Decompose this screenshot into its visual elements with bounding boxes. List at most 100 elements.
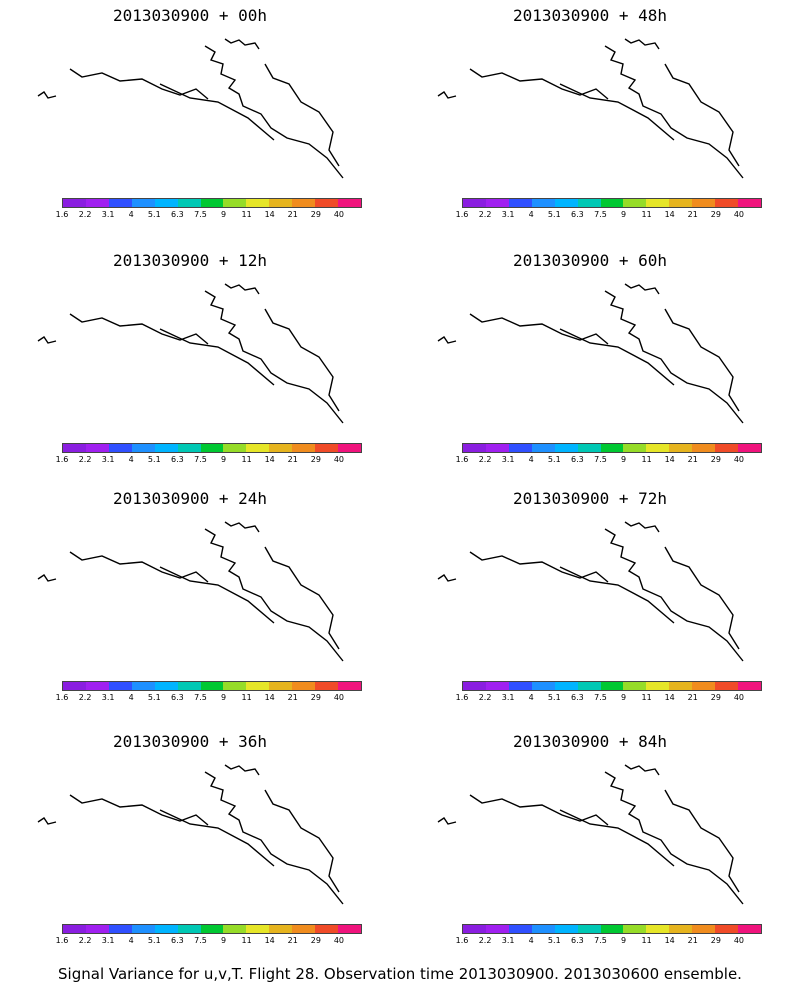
colorbar-swatch	[646, 199, 670, 207]
colorbar-swatch	[315, 682, 339, 690]
map-00h	[37, 38, 344, 179]
colorbar-label: 9	[620, 210, 627, 219]
colorbar-swatch	[338, 682, 361, 690]
colorbar-label: 11	[241, 210, 252, 219]
colorbar-swatch	[577, 199, 601, 207]
colorbar-swatch	[531, 925, 555, 933]
colorbar-swatch	[154, 199, 178, 207]
colorbar-label: 3.1	[501, 936, 515, 945]
variance-field	[410, 507, 790, 682]
colorbar-labels: 1.6 2.2 3.1 4 5.1 6.3 7.5 9 11 14 21 29 40	[456, 455, 762, 467]
colorbar-label: 5.1	[547, 455, 561, 464]
colorbar-swatch	[577, 444, 601, 452]
colorbar-swatch	[292, 444, 316, 452]
panel-84h: 2013030900 + 84h 1.6 2.2 3.1 4 5.1 6.3 7.5 9 11 1…	[400, 726, 800, 971]
colorbar-label: 7.5	[194, 210, 207, 219]
colorbar-swatch	[108, 444, 132, 452]
colorbar-label: 7.5	[194, 455, 207, 464]
colorbar-swatch	[715, 199, 739, 207]
colorbar-label: 21	[287, 693, 298, 702]
colorbar-label: 14	[664, 936, 675, 945]
colorbar	[462, 443, 762, 453]
colorbar-label: 9	[620, 936, 627, 945]
colorbar-swatch	[108, 682, 132, 690]
colorbar-swatch	[692, 199, 716, 207]
coastline	[37, 521, 344, 662]
colorbar-label: 6.3	[571, 210, 584, 219]
map-12h	[10, 269, 390, 444]
colorbar-label: 9	[220, 455, 227, 464]
colorbar-label: 40	[333, 455, 345, 464]
colorbar-swatch	[246, 199, 270, 207]
colorbar-swatch	[554, 444, 578, 452]
colorbar-label: 4	[128, 455, 134, 464]
colorbar-swatch	[315, 444, 339, 452]
colorbar-swatch	[623, 682, 647, 690]
colorbar-label: 29	[710, 455, 721, 464]
colorbar-swatch	[600, 682, 624, 690]
colorbar-swatch	[315, 199, 339, 207]
colorbar-label: 14	[664, 210, 675, 219]
colorbar-swatch	[269, 444, 293, 452]
colorbar-swatch	[646, 444, 670, 452]
colorbar-label: 29	[710, 693, 721, 702]
colorbar-label: 4	[128, 210, 134, 219]
colorbar-label: 9	[220, 936, 227, 945]
map-84h	[437, 764, 744, 905]
colorbar-swatch	[485, 682, 509, 690]
colorbar-label: 40	[733, 455, 745, 464]
colorbar	[62, 198, 362, 208]
colorbar-swatch	[669, 682, 693, 690]
colorbar-swatch	[692, 925, 716, 933]
colorbar-label: 3.1	[101, 455, 115, 464]
colorbar-label: 7.5	[594, 210, 607, 219]
colorbar-swatch	[738, 682, 761, 690]
colorbar-label: 3.1	[101, 210, 115, 219]
colorbar-labels: 1.6 2.2 3.1 4 5.1 6.3 7.5 9 11 14 21 29 40	[456, 936, 762, 948]
colorbar-swatch	[246, 925, 270, 933]
colorbar-swatch	[200, 199, 224, 207]
colorbar-swatch	[463, 199, 486, 207]
map-72h	[410, 507, 790, 682]
colorbar-label: 1.6	[55, 693, 69, 702]
colorbar-swatch	[223, 199, 247, 207]
colorbar-label: 4	[128, 936, 134, 945]
colorbar-swatch	[131, 682, 155, 690]
colorbar-label: 4	[528, 210, 534, 219]
colorbar-label: 2.2	[478, 210, 492, 219]
colorbar-swatch	[131, 925, 155, 933]
colorbar-label: 7.5	[594, 936, 607, 945]
colorbar-label: 3.1	[501, 693, 515, 702]
colorbar-swatch	[292, 682, 316, 690]
panel-title: 2013030900 + 36h	[112, 732, 268, 751]
colorbar-swatch	[463, 925, 486, 933]
colorbar	[62, 924, 362, 934]
colorbar-swatch	[177, 444, 201, 452]
colorbar-swatch	[63, 925, 86, 933]
colorbar-label: 5.1	[147, 693, 161, 702]
colorbar-label: 11	[241, 936, 252, 945]
colorbar-swatch	[338, 925, 361, 933]
colorbar-swatch	[177, 682, 201, 690]
colorbar-swatch	[338, 199, 361, 207]
colorbar-swatch	[63, 682, 86, 690]
colorbar-swatch	[246, 444, 270, 452]
colorbar-label: 21	[287, 936, 298, 945]
colorbar	[62, 443, 362, 453]
colorbar-label: 21	[687, 455, 698, 464]
colorbar-label: 7.5	[194, 936, 207, 945]
colorbar-label: 4	[528, 455, 534, 464]
colorbar-label: 14	[264, 210, 275, 219]
panel-24h: 2013030900 + 24h 1.6 2.2 3.1 4 5.1 6.3 7.5 9 11 1…	[0, 483, 400, 728]
colorbar-swatch	[600, 925, 624, 933]
colorbar-label: 2.2	[478, 936, 492, 945]
map-36h	[37, 764, 344, 905]
colorbar-swatch	[715, 925, 739, 933]
colorbar-label: 3.1	[501, 210, 515, 219]
colorbar-swatch	[154, 682, 178, 690]
colorbar-swatch	[223, 682, 247, 690]
variance-field	[10, 269, 390, 444]
panel-title: 2013030900 + 84h	[512, 732, 668, 751]
colorbar-swatch	[692, 682, 716, 690]
colorbar-swatch	[223, 925, 247, 933]
